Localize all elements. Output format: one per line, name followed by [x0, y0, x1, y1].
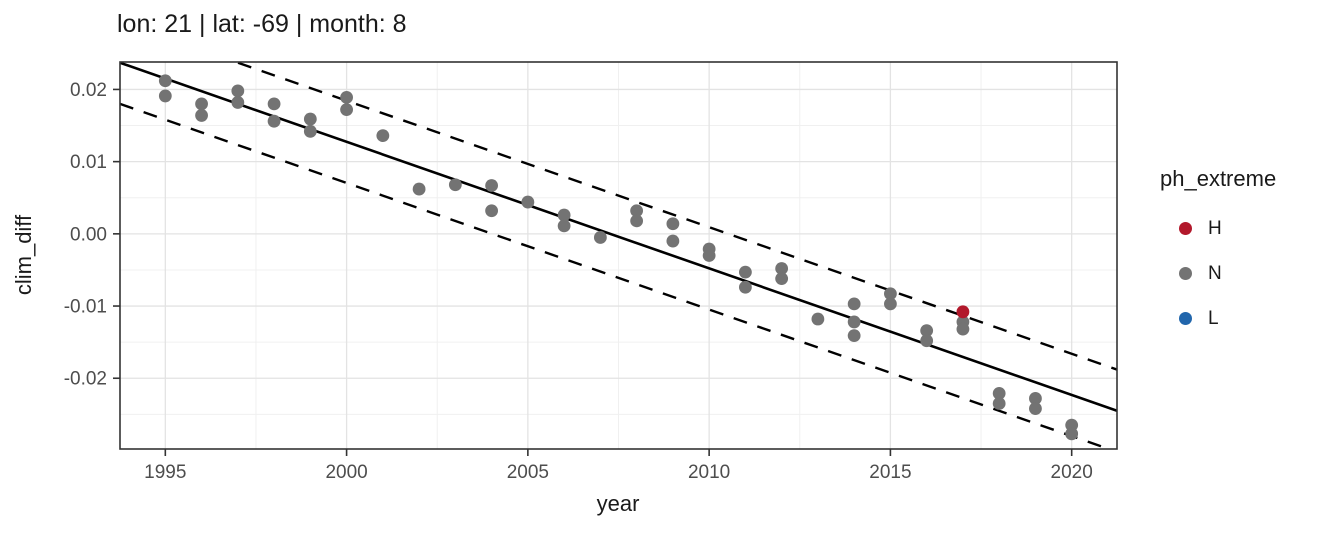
data-point-n [847, 329, 861, 343]
data-point-n [1029, 402, 1042, 415]
data-point-n [666, 217, 680, 231]
data-point-n [992, 397, 1006, 410]
legend-item-h: H [1160, 206, 1276, 251]
fit-lines-group [120, 62, 1117, 449]
x-tick-label: 2010 [688, 462, 730, 483]
data-point-n [557, 219, 571, 233]
x-tick-label: 2015 [869, 462, 911, 483]
x-tick-label: 2005 [507, 462, 549, 483]
legend-dot-h-icon [1179, 222, 1192, 236]
data-point-n [738, 280, 752, 294]
data-point-n [630, 214, 644, 228]
data-point-n [303, 124, 317, 138]
y-tick-label: 0.02 [70, 80, 107, 101]
data-point-n [775, 272, 789, 286]
plot-title: lon: 21 | lat: -69 | month: 8 [117, 10, 407, 38]
legend: ph_extreme H N L [1160, 166, 1276, 341]
data-point-n [1029, 392, 1042, 405]
legend-title: ph_extreme [1160, 166, 1277, 191]
legend-label-h: H [1208, 217, 1222, 239]
x-axis-title: year [596, 491, 640, 516]
legend-dot-l-icon [1179, 312, 1192, 326]
data-point-n [267, 114, 281, 128]
data-point-n [920, 334, 934, 348]
data-point-n [920, 324, 934, 337]
data-point-n [485, 204, 499, 218]
data-point-h [956, 305, 970, 319]
data-point-n [231, 84, 245, 98]
data-point-n [158, 74, 172, 88]
data-point-n [992, 387, 1006, 400]
data-point-n [702, 249, 716, 262]
upper-band-line [232, 62, 1117, 371]
data-point-n [557, 208, 571, 222]
legend-item-n: N [1160, 251, 1276, 296]
data-point-n [521, 195, 535, 209]
x-tick-label: 2000 [325, 462, 367, 483]
data-point-n [340, 90, 353, 104]
y-tick-label: 0.00 [70, 224, 107, 245]
data-point-n [231, 96, 245, 109]
data-point-n [1065, 427, 1079, 441]
y-tick-label: -0.01 [64, 297, 107, 318]
data-point-n [303, 112, 317, 126]
data-point-n [738, 265, 752, 279]
x-tick-label: 2020 [1051, 462, 1093, 483]
y-tick-label: 0.01 [70, 152, 107, 173]
data-point-n [593, 231, 607, 244]
data-point-n [412, 182, 426, 196]
data-point-n [884, 297, 897, 311]
data-point-n [956, 322, 970, 336]
data-point-n [485, 179, 499, 192]
panel-border [119, 61, 1118, 450]
lower-band-line [120, 102, 1113, 449]
data-point-n [630, 204, 644, 218]
data-point-n [884, 287, 897, 301]
legend-item-l: L [1160, 296, 1276, 341]
legend-dot-n-icon [1179, 267, 1192, 281]
x-tick-label: 1995 [144, 462, 186, 483]
data-point-n [811, 312, 825, 326]
y-tick-label: -0.02 [64, 369, 107, 390]
data-point-n [340, 103, 353, 117]
data-point-n [158, 89, 172, 103]
trend-line [120, 62, 1117, 412]
data-point-n [195, 97, 208, 111]
data-point-n [376, 129, 390, 143]
legend-label-n: N [1208, 262, 1222, 284]
data-point-n [448, 178, 462, 192]
data-point-n [847, 297, 861, 311]
data-point-n [847, 315, 861, 329]
y-axis-title: clim_diff [11, 214, 36, 296]
data-point-n [775, 262, 789, 275]
data-point-n [666, 234, 680, 248]
data-point-n [267, 97, 281, 111]
legend-label-l: L [1208, 307, 1219, 329]
data-point-n [195, 109, 208, 122]
